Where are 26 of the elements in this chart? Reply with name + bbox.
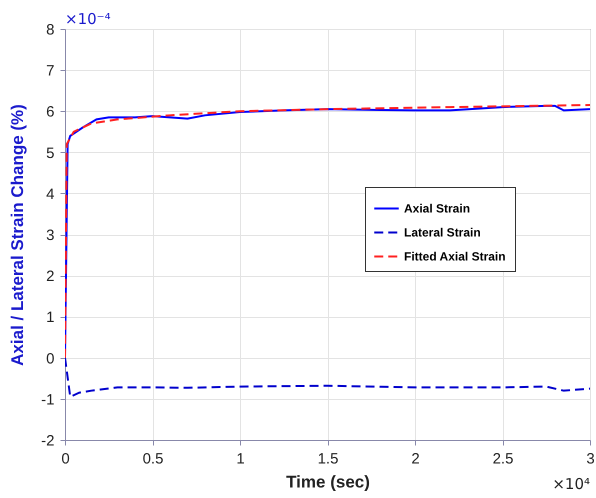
legend-label: Lateral Strain [404, 226, 481, 240]
text: ×10⁴ [552, 475, 590, 493]
x-tick-label: 1 [236, 450, 245, 468]
y-tick-label: -2 [41, 432, 54, 450]
y-tick-label: 0 [46, 350, 54, 368]
y-tick-label: 7 [46, 62, 54, 80]
x-tick-label: 2.5 [492, 450, 514, 468]
y-tick-label: 3 [46, 227, 54, 244]
y-tick-label: -1 [41, 391, 54, 408]
x-tick-label: 0 [61, 450, 70, 468]
x-tick-label: 2 [411, 450, 420, 468]
y-tick-label: 8 [46, 22, 54, 38]
text: ×10⁻⁴ [65, 10, 111, 28]
y-axis-title: Axial / Lateral Strain Change (%) [8, 104, 28, 366]
y-tick-label: 4 [46, 186, 54, 203]
legend-label: Axial Strain [404, 202, 470, 216]
line-series [65, 356, 590, 398]
x-tick-label: 0.5 [142, 450, 164, 468]
x-axis-title: Time (sec) [286, 472, 370, 492]
y-tick-label: 2 [46, 268, 54, 286]
x-tick-label: 1.5 [318, 450, 338, 468]
legend-label: Fitted Axial Strain [404, 250, 506, 264]
y-tick-label: 1 [46, 309, 54, 326]
x-tick-label: 3 [586, 450, 595, 468]
y-tick-label: 5 [46, 144, 54, 162]
y-tick-label: 6 [46, 104, 54, 121]
